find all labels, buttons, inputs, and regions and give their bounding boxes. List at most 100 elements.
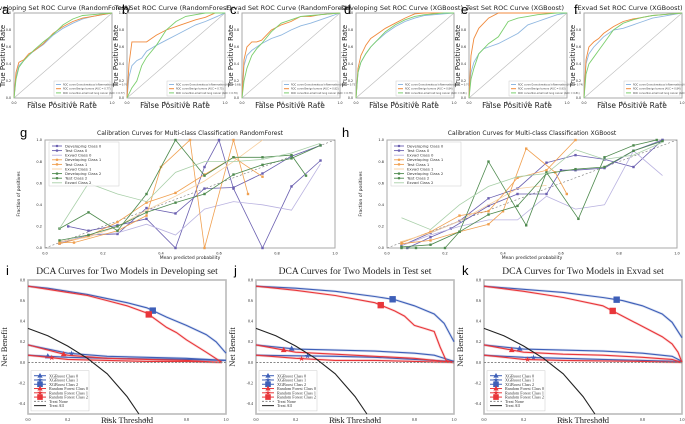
data-point xyxy=(304,174,308,177)
y-axis-label: True Positive Rate xyxy=(0,25,7,88)
series-line xyxy=(468,12,568,99)
y-tick-label: 0.2 xyxy=(476,339,481,344)
data-point xyxy=(574,138,577,142)
panel-label-d: d xyxy=(344,2,352,17)
panel-label-b: b xyxy=(122,2,130,17)
data-point xyxy=(116,220,119,224)
legend-label: Treat All xyxy=(277,403,293,408)
x-tick-label: 0.8 xyxy=(184,417,189,422)
series-marker xyxy=(530,354,537,361)
x-tick-label: 0.2 xyxy=(31,101,36,105)
data-point xyxy=(487,197,490,200)
data-point xyxy=(545,161,548,164)
reference-diagonal xyxy=(355,12,455,99)
x-axis-label: False Positive Rate xyxy=(27,101,97,110)
series-line xyxy=(27,344,227,361)
x-tick-label: 0.0 xyxy=(124,101,129,105)
series-marker xyxy=(524,356,531,362)
x-tick-label: 0.4 xyxy=(506,101,511,105)
legend-label: Developing Class 0 xyxy=(407,143,444,148)
series-2 xyxy=(583,12,683,99)
data-point xyxy=(58,239,61,242)
y-tick-label: 0.8 xyxy=(36,160,42,164)
x-tick-label: 0.0 xyxy=(239,101,244,105)
series-marker xyxy=(609,307,616,315)
reference-diagonal xyxy=(386,139,678,249)
legend-label: XGBoost Class 2 xyxy=(277,382,306,387)
legend-marker xyxy=(493,389,499,396)
panel-b: b Test Set ROC Curve (RandomForest) False… xyxy=(112,0,241,125)
legend-label: ROC curve Benign tumors (AUC = 0.75) xyxy=(176,88,224,91)
legend-marker xyxy=(493,372,499,378)
data-point xyxy=(174,191,177,195)
dca-chart-j: DCA Curves for Two Models in Test set Ris… xyxy=(227,266,457,424)
series-5 xyxy=(255,284,455,364)
series-line xyxy=(59,145,321,241)
x-tick-label: 0.6 xyxy=(558,252,564,256)
x-tick-label: 0.4 xyxy=(164,101,169,105)
y-tick-label: 0.2 xyxy=(378,225,384,229)
x-tick-label: 0.4 xyxy=(105,417,110,422)
legend-label: Random Forest Class 1 xyxy=(277,390,316,395)
series-line xyxy=(255,354,455,362)
data-point xyxy=(603,165,606,169)
x-tick-label: 0.4 xyxy=(561,417,566,422)
legend-label: ROC curve Benign tumors (AUC = 0.84) xyxy=(633,88,681,91)
data-point xyxy=(525,147,528,150)
legend: ROC curve Granulomatous Inflammation (AU… xyxy=(508,80,583,97)
y-tick-label: 0.4 xyxy=(461,62,466,66)
data-point xyxy=(319,144,322,147)
data-point xyxy=(414,246,418,250)
x-tick-label: 1.0 xyxy=(674,252,680,256)
series-5 xyxy=(483,284,684,363)
data-point xyxy=(603,156,606,159)
series-line xyxy=(255,344,455,364)
panel-label-h: h xyxy=(342,125,350,140)
x-tick-label: 1.0 xyxy=(222,101,227,105)
legend: ROC curve Granulomatous Inflammation (AU… xyxy=(623,80,685,97)
legend-label: Exvad Class 2 xyxy=(65,180,92,185)
data-point xyxy=(545,171,548,174)
data-point xyxy=(87,233,90,237)
data-point xyxy=(203,174,206,177)
x-tick-label: 1.0 xyxy=(451,101,456,105)
legend-label: ROC curve Granulomatous Inflammation (AU… xyxy=(63,84,128,87)
legend-label: XGBoost Class 0 xyxy=(277,373,306,378)
data-point xyxy=(487,213,490,216)
x-axis-label: False Positive Rate xyxy=(140,101,210,110)
legend-label: ROC curve Granulomatous Inflammation (AU… xyxy=(518,84,583,87)
series-line xyxy=(241,12,341,99)
series-marker xyxy=(288,345,295,351)
series-0 xyxy=(255,343,455,363)
y-tick-label: 1.0 xyxy=(348,11,353,15)
legend-label: Random Forest Class 2 xyxy=(277,395,316,400)
series-1 xyxy=(255,352,455,363)
dca-chart-i: DCA Curves for Two Models in Developing … xyxy=(0,266,229,424)
data-point xyxy=(661,139,664,143)
series-0 xyxy=(583,12,683,99)
legend-label: Random Forest Class 1 xyxy=(505,390,544,395)
data-point xyxy=(487,210,490,213)
y-axis-label: True Positive Rate xyxy=(227,25,235,88)
series-line xyxy=(401,147,568,245)
roc-chart-e: Test Set ROC Curve (XGBoost) False Positi… xyxy=(454,4,583,110)
series-marker xyxy=(280,346,287,353)
series-marker xyxy=(68,350,75,356)
series-line xyxy=(255,354,455,364)
legend-label: Developing Class 0 xyxy=(65,143,102,148)
y-tick-label: 0.6 xyxy=(234,45,239,49)
series-marker xyxy=(508,346,515,353)
series-line xyxy=(126,12,225,99)
data-point xyxy=(116,229,119,232)
y-tick-label: -0.2 xyxy=(247,380,253,385)
series-4 xyxy=(27,353,223,364)
series-7 xyxy=(483,327,596,415)
data-point xyxy=(429,243,432,246)
data-point xyxy=(174,138,177,142)
panel-label-i: i xyxy=(6,263,9,278)
panel-label-c: c xyxy=(230,2,237,17)
panel-i: i DCA Curves for Two Models in Developin… xyxy=(0,260,229,424)
legend-label: XGBoost Class 1 xyxy=(277,378,306,383)
